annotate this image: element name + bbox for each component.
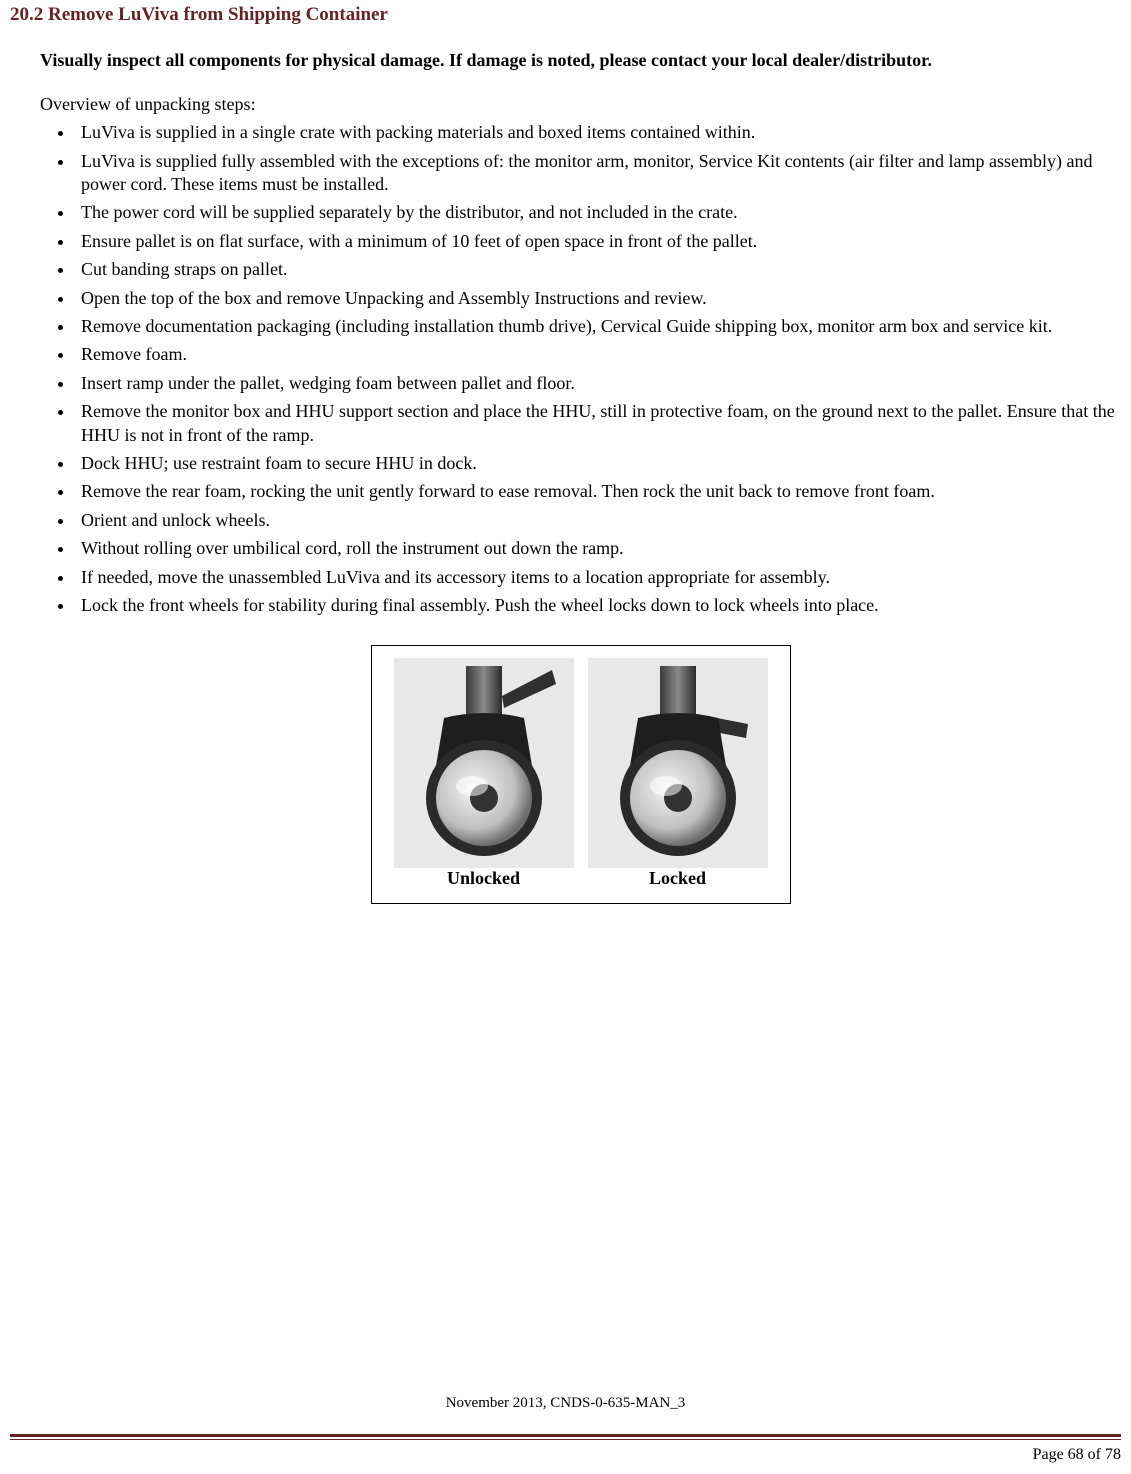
wheel-unlocked-icon bbox=[394, 658, 574, 868]
list-item: If needed, move the unassembled LuViva a… bbox=[75, 566, 1121, 589]
inspection-note: Visually inspect all components for phys… bbox=[40, 48, 1121, 72]
content-body: Visually inspect all components for phys… bbox=[40, 48, 1121, 904]
footer-rule bbox=[10, 1434, 1121, 1440]
page: 20.2 Remove LuViva from Shipping Contain… bbox=[0, 4, 1131, 1474]
list-item: Remove foam. bbox=[75, 343, 1121, 366]
list-item: Insert ramp under the pallet, wedging fo… bbox=[75, 372, 1121, 395]
list-item: LuViva is supplied fully assembled with … bbox=[75, 150, 1121, 197]
figure-locked: Locked bbox=[588, 658, 768, 889]
list-item: Lock the front wheels for stability duri… bbox=[75, 594, 1121, 617]
list-item: Open the top of the box and remove Unpac… bbox=[75, 287, 1121, 310]
wheel-locked-icon bbox=[588, 658, 768, 868]
section-heading: 20.2 Remove LuViva from Shipping Contain… bbox=[10, 4, 1121, 26]
list-item: Ensure pallet is on flat surface, with a… bbox=[75, 230, 1121, 253]
doc-id: November 2013, CNDS-0-635-MAN_3 bbox=[10, 1395, 1121, 1412]
steps-list: LuViva is supplied in a single crate wit… bbox=[40, 121, 1121, 617]
page-footer: November 2013, CNDS-0-635-MAN_3 Page 68 … bbox=[10, 1395, 1121, 1464]
list-item: Cut banding straps on pallet. bbox=[75, 258, 1121, 281]
list-item: Orient and unlock wheels. bbox=[75, 509, 1121, 532]
caption-unlocked: Unlocked bbox=[394, 868, 574, 889]
overview-label: Overview of unpacking steps: bbox=[40, 94, 1121, 115]
page-number: Page 68 of 78 bbox=[10, 1446, 1121, 1464]
list-item: The power cord will be supplied separate… bbox=[75, 201, 1121, 224]
list-item: Dock HHU; use restraint foam to secure H… bbox=[75, 452, 1121, 475]
figure-unlocked: Unlocked bbox=[394, 658, 574, 889]
wheel-figure-box: Unlocked bbox=[371, 645, 791, 904]
list-item: Remove the monitor box and HHU support s… bbox=[75, 400, 1121, 447]
caption-locked: Locked bbox=[588, 868, 768, 889]
list-item: LuViva is supplied in a single crate wit… bbox=[75, 121, 1121, 144]
list-item: Remove the rear foam, rocking the unit g… bbox=[75, 480, 1121, 503]
list-item: Without rolling over umbilical cord, rol… bbox=[75, 537, 1121, 560]
list-item: Remove documentation packaging (includin… bbox=[75, 315, 1121, 338]
